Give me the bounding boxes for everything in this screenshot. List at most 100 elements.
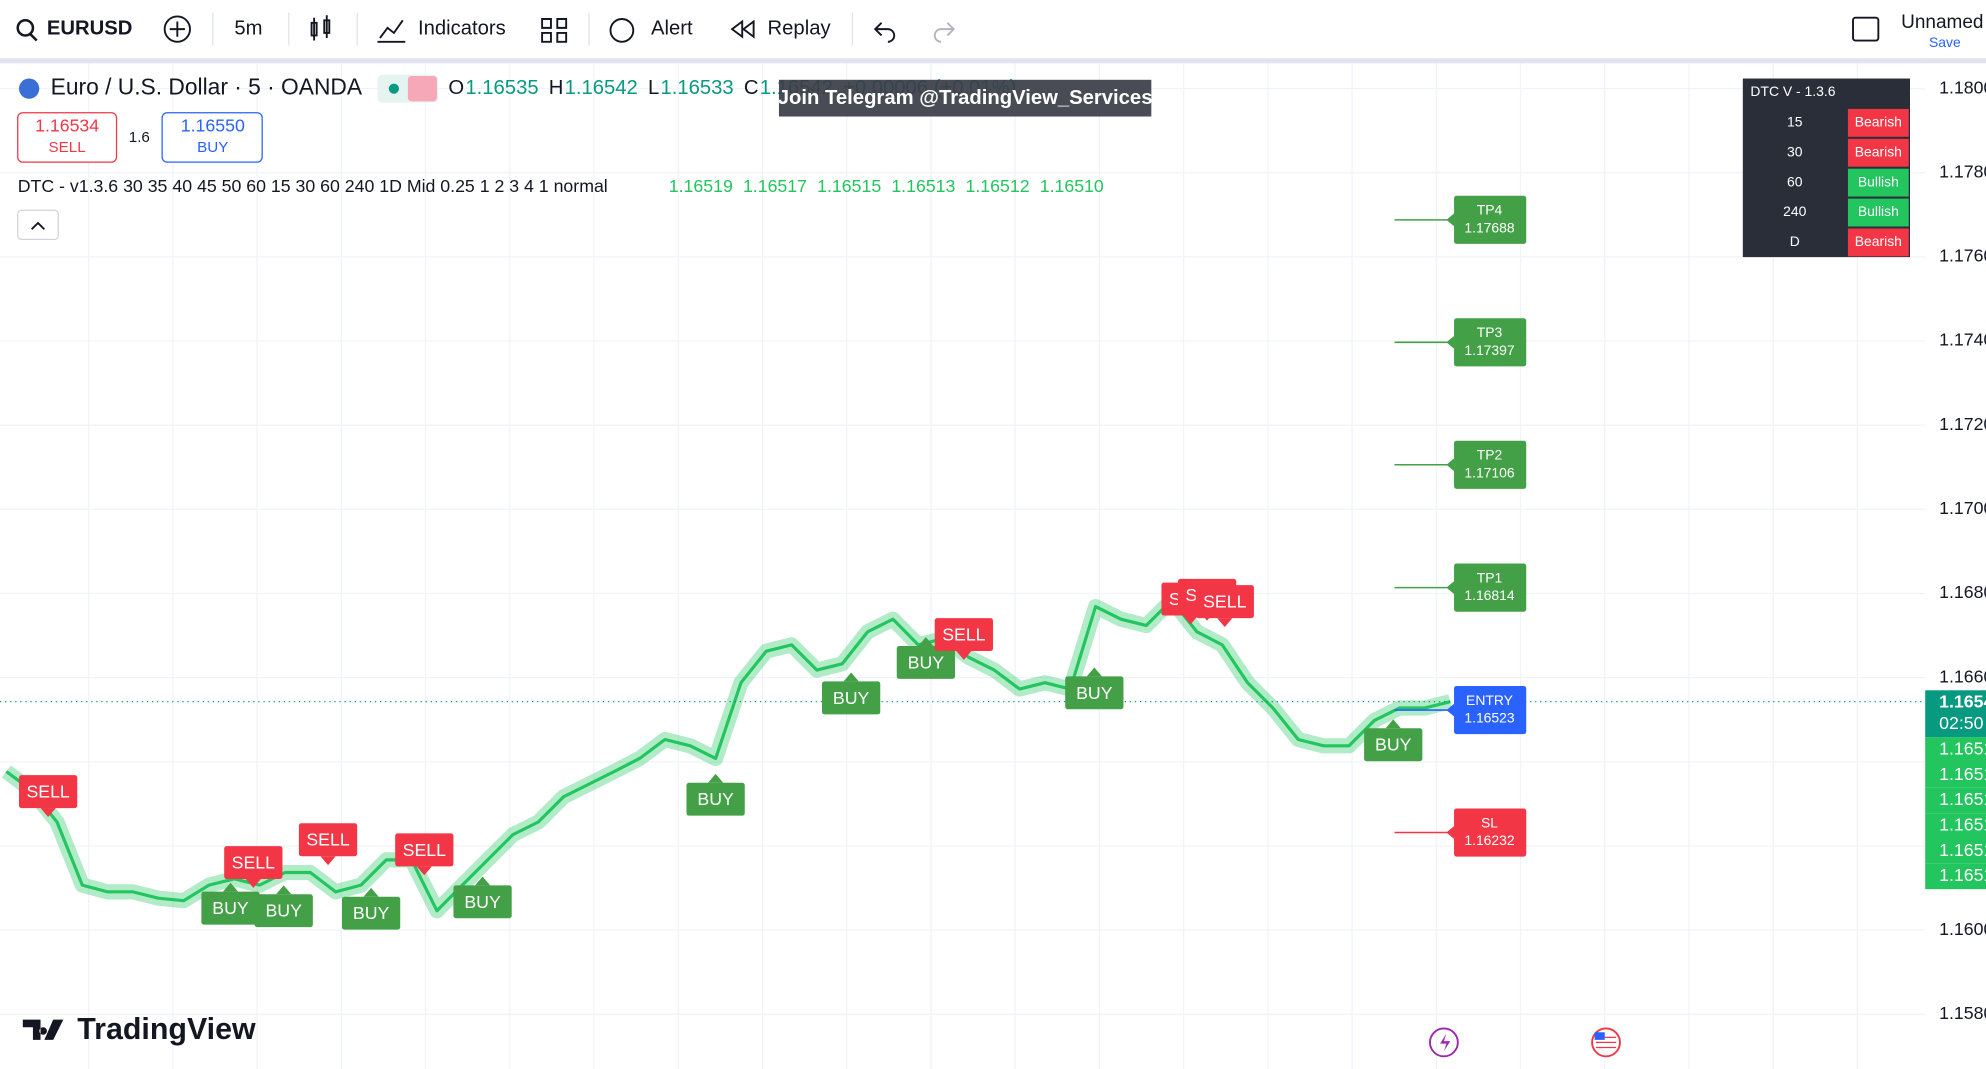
signal: BUY xyxy=(201,882,260,925)
level-name: TP1 xyxy=(1477,569,1503,585)
y-tick-label: 1.1600 xyxy=(1939,919,1986,939)
level-price: 1.17688 xyxy=(1464,219,1515,235)
save-button[interactable]: Save xyxy=(1929,34,1961,50)
level-price: 1.17106 xyxy=(1464,464,1515,480)
toolbar-divider xyxy=(0,58,1986,64)
y-tick-label: 1.1700 xyxy=(1939,498,1986,518)
sell-button[interactable] xyxy=(17,112,118,163)
last-price: 1.16542 xyxy=(1939,692,1986,712)
signal-box xyxy=(298,823,358,857)
indicators-button[interactable]: Indicators xyxy=(418,17,506,39)
data-badge xyxy=(407,75,437,102)
redo[interactable] xyxy=(933,22,956,43)
collapse-button[interactable] xyxy=(17,209,59,241)
level-box xyxy=(1454,563,1527,612)
sell-label[interactable]: SELL xyxy=(49,139,86,156)
y-tick-label: 1.1580 xyxy=(1939,1003,1986,1023)
interval[interactable]: 5m xyxy=(234,17,262,39)
indicator-value: 1.16517 xyxy=(743,176,807,196)
events-icon[interactable] xyxy=(1429,1027,1459,1058)
indicators-icon[interactable] xyxy=(377,19,406,43)
dashboard-timeframe: 15 xyxy=(1787,114,1803,130)
symbol[interactable]: EURUSD xyxy=(47,17,133,39)
indicator-value: 1.16510 xyxy=(1040,176,1104,196)
logo-icon xyxy=(22,1019,64,1040)
level-box xyxy=(1454,808,1527,857)
signal-pointer xyxy=(918,637,934,646)
dashboard-cell xyxy=(1847,168,1909,197)
signal-box xyxy=(896,645,956,679)
search-icon[interactable] xyxy=(16,19,35,37)
signal-pointer xyxy=(708,773,724,783)
level-pointer xyxy=(1446,703,1455,717)
undo[interactable] xyxy=(873,22,896,43)
replay-icon[interactable] xyxy=(730,19,755,39)
dashboard-cell xyxy=(1847,108,1909,137)
indicator-price-tag xyxy=(1925,787,1986,814)
level-box xyxy=(1454,686,1527,735)
dashboard-cell xyxy=(1847,228,1909,257)
y-tick-label: 1.1740 xyxy=(1939,330,1986,350)
signal: BUY xyxy=(896,637,956,679)
dashboard-cell xyxy=(1847,138,1909,167)
signal-label: BUY xyxy=(212,898,249,918)
chart-style[interactable] xyxy=(310,15,331,41)
signal-label: SELL xyxy=(232,852,275,872)
indicator-price-tag-text: 1.16519 xyxy=(1939,739,1986,759)
buy-label[interactable]: BUY xyxy=(197,139,228,156)
signal-label: BUY xyxy=(908,652,945,672)
signal: BUY xyxy=(453,876,512,919)
level-pointer xyxy=(1446,458,1455,472)
signal-pointer xyxy=(1182,615,1199,625)
level-box xyxy=(1454,440,1527,489)
indicator-price-tag xyxy=(1925,863,1986,890)
sell-price[interactable]: 1.16534 xyxy=(35,115,99,135)
axis-bg xyxy=(1925,63,1986,1069)
alert-button[interactable]: Alert xyxy=(651,17,693,39)
signal-pointer xyxy=(276,885,292,895)
signal-label: SELL xyxy=(403,840,446,860)
level-pointer xyxy=(1446,213,1455,227)
signal-label: BUY xyxy=(1076,683,1113,703)
fullscreen[interactable] xyxy=(1852,16,1880,42)
layout-name[interactable]: Unnamed xyxy=(1901,12,1983,33)
level-pointer xyxy=(1446,335,1455,349)
indicator-price-tag-text: 1.16512 xyxy=(1939,840,1986,860)
dashboard-bg xyxy=(1742,78,1911,258)
indicator-values: 1.16519 1.16517 1.16515 1.16513 1.16512 1.165… xyxy=(669,176,1104,196)
signal: SELL xyxy=(18,775,78,817)
level-pointer xyxy=(1446,826,1455,839)
alert-icon[interactable] xyxy=(609,18,635,43)
signal-pointer xyxy=(222,882,239,892)
signal: BUY xyxy=(822,672,881,715)
ohlc-value: 1.16535 xyxy=(465,77,538,99)
signal-box xyxy=(1195,585,1254,619)
signal: BUY xyxy=(341,887,401,930)
banner-text: Join Telegram @TradingView_Services xyxy=(778,87,1153,109)
indicator-value: 1.16515 xyxy=(817,176,881,196)
signal: SELL xyxy=(224,846,283,888)
buy-button[interactable] xyxy=(161,112,263,163)
signal: SELL xyxy=(1195,585,1254,627)
y-tick-label: 1.1660 xyxy=(1939,666,1986,686)
signal-pointer xyxy=(956,651,972,660)
level-name: SL xyxy=(1481,814,1498,830)
buy-price[interactable]: 1.16550 xyxy=(181,115,245,135)
ohlc-label: L xyxy=(648,77,659,99)
dashboard-timeframe: D xyxy=(1790,233,1800,249)
dashboard-timeframe: 60 xyxy=(1787,173,1803,189)
signal-label: SELL xyxy=(26,782,69,802)
dashboard-timeframe: 30 xyxy=(1787,143,1803,159)
add-symbol[interactable] xyxy=(163,15,191,43)
templates[interactable] xyxy=(541,18,568,43)
y-tick-label: 1.1720 xyxy=(1939,414,1986,434)
level-pointer xyxy=(1446,581,1455,594)
signal-pointer xyxy=(363,887,379,897)
signal-box xyxy=(1065,676,1124,710)
signal: BUY xyxy=(686,773,745,816)
y-tick-label: 1.1800 xyxy=(1939,77,1986,97)
legend-title: Euro / U.S. Dollar · 5 · OANDA xyxy=(51,74,363,100)
replay-button[interactable]: Replay xyxy=(768,17,832,39)
